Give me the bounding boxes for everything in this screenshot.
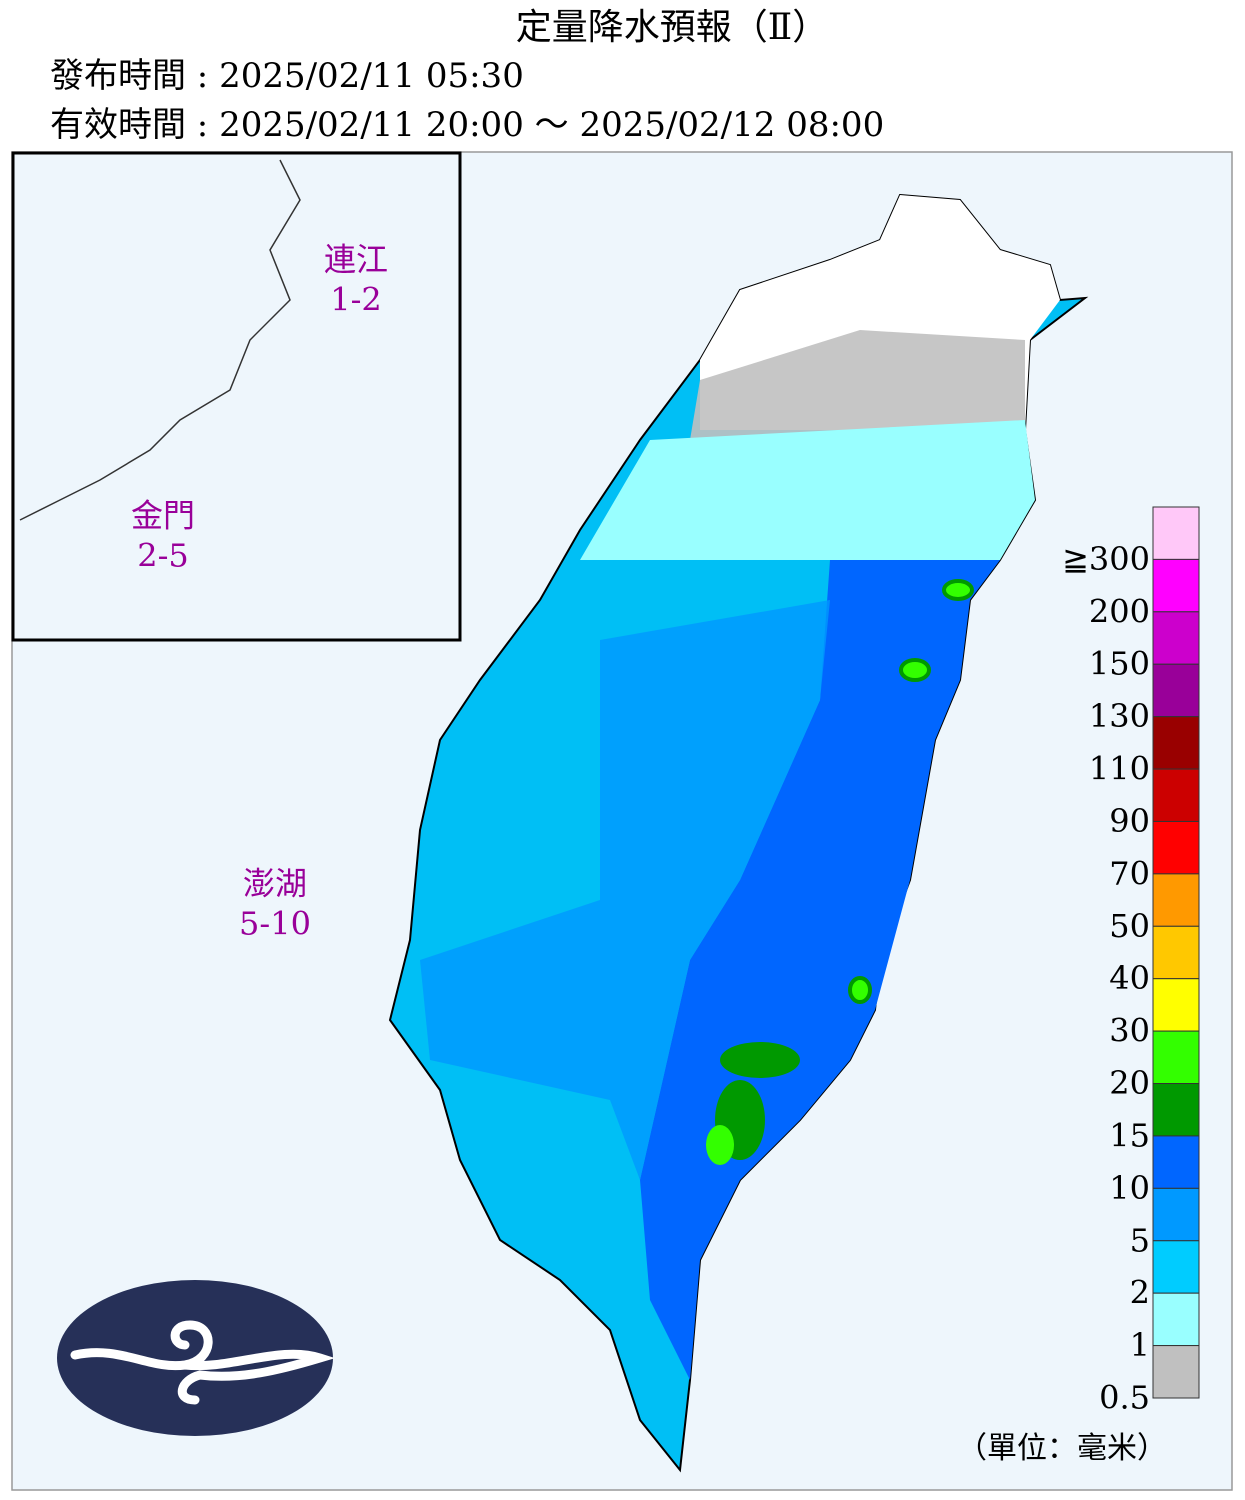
legend-label: 30 — [1109, 1012, 1150, 1050]
mid-zone — [420, 600, 830, 1180]
legend-swatch — [1152, 1292, 1200, 1347]
heavier-zone — [640, 560, 1000, 1380]
legend-label: 40 — [1109, 959, 1150, 997]
rain-cell — [706, 1125, 734, 1165]
legend-swatch — [1152, 716, 1200, 770]
legend-label: 50 — [1109, 907, 1150, 945]
island-range: 5-10 — [239, 905, 311, 943]
legend-swatch — [1152, 663, 1200, 718]
rain-cell — [848, 976, 872, 1004]
legend-swatch — [1152, 978, 1200, 1032]
legend-swatch — [1152, 1345, 1200, 1399]
legend-label: ≧300 — [1062, 540, 1150, 578]
light-zone — [580, 420, 1035, 560]
title: 定量降水預報（Ⅱ） — [516, 7, 828, 48]
legend-label: 150 — [1089, 645, 1150, 683]
legend-swatch — [1152, 925, 1200, 980]
legend-label: 20 — [1109, 1064, 1150, 1102]
island-range: 2-5 — [137, 537, 189, 575]
legend-label: 2 — [1130, 1274, 1150, 1312]
legend-label: 15 — [1109, 1116, 1150, 1154]
island-name: 連江 — [324, 241, 388, 279]
legend-swatch — [1152, 558, 1200, 613]
legend-swatch — [1152, 1030, 1200, 1085]
legend-label: 90 — [1109, 802, 1150, 840]
legend-label: 0.5 — [1099, 1379, 1150, 1417]
island-name: 澎湖 — [243, 865, 307, 903]
legend-label: 70 — [1109, 854, 1150, 892]
legend-swatch — [1152, 820, 1200, 875]
legend-label: 5 — [1130, 1221, 1150, 1259]
legend-swatch — [1152, 1083, 1200, 1137]
legend-swatch — [1152, 611, 1200, 665]
legend-label: 110 — [1089, 750, 1150, 788]
rain-cell — [720, 1042, 800, 1078]
coastline — [19, 159, 301, 521]
legend-label: 1 — [1130, 1326, 1150, 1364]
rain-cell — [942, 579, 974, 601]
legend-swatch — [1152, 873, 1200, 927]
legend-label: 200 — [1089, 592, 1150, 630]
legend-label: 130 — [1089, 697, 1150, 735]
logo-swirl — [70, 1320, 336, 1405]
rain-cell — [899, 658, 931, 682]
island-name: 金門 — [131, 497, 195, 535]
legend-swatch — [1152, 506, 1200, 560]
issue-time: 發布時間 : 2025/02/11 05:30 — [50, 56, 524, 96]
legend-swatch — [1152, 1187, 1200, 1242]
legend-swatch — [1152, 1135, 1200, 1189]
legend-swatch — [1152, 1240, 1200, 1294]
unit-label: （單位：毫米） — [957, 1431, 1167, 1466]
valid-time: 有效時間 : 2025/02/11 20:00 ～ 2025/02/12 08:… — [50, 105, 884, 145]
gray-zone — [690, 330, 1025, 440]
island-range: 1-2 — [330, 281, 382, 319]
legend-swatch — [1152, 768, 1200, 822]
legend-label: 10 — [1109, 1169, 1150, 1207]
inset-frame — [11, 151, 462, 642]
